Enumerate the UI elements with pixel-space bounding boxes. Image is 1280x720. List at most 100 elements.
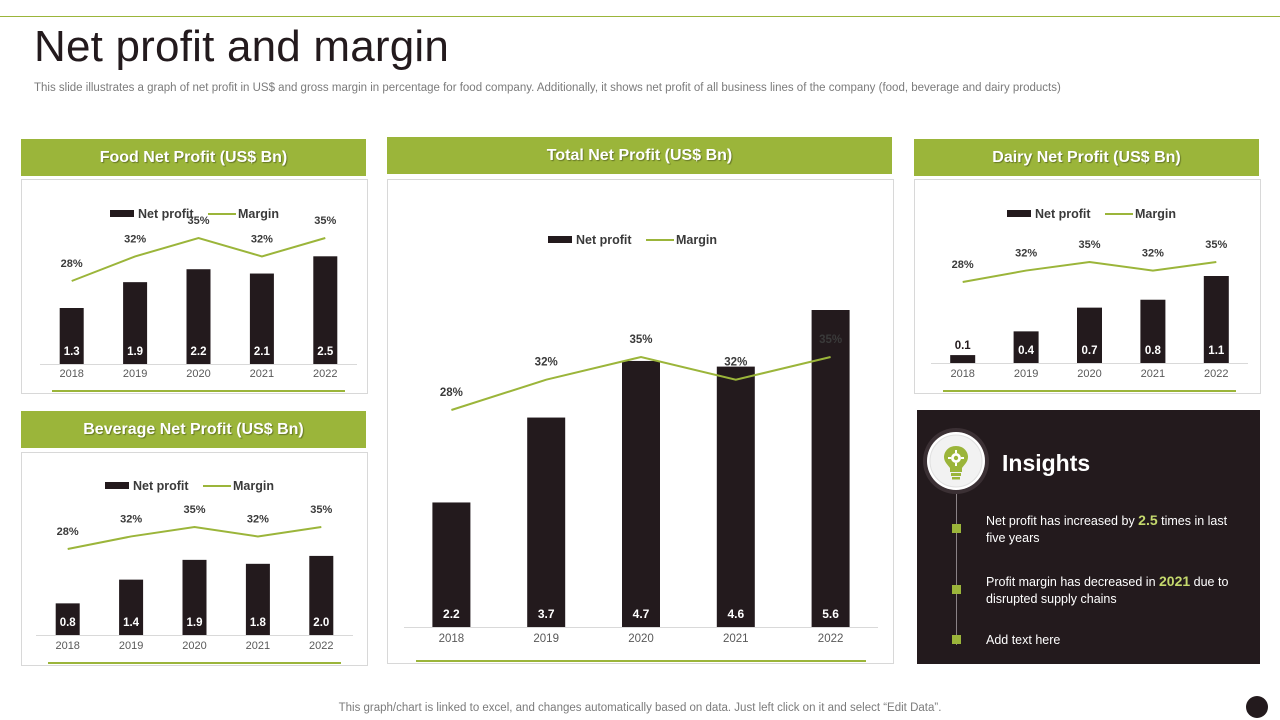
margin-label: 35%: [819, 334, 842, 346]
margin-label: 35%: [1205, 239, 1227, 251]
total-chart-panel[interactable]: Net profit Margin 2.2 2018 3.7 2019 4.7 2020 4.6…: [387, 179, 894, 664]
x-tick-label: 2021: [1141, 368, 1165, 380]
margin-label: 32%: [124, 233, 146, 245]
bar-value-label: 0.1: [955, 340, 972, 352]
insights-timeline: [956, 490, 957, 645]
bar-dairy-2022: [1203, 276, 1229, 363]
bar-value-label: 1.9: [187, 617, 203, 629]
bar-food-2022: [313, 256, 338, 364]
x-tick-label: 2019: [119, 640, 143, 652]
bar-total-2021: [716, 366, 755, 627]
bar-value-label: 1.8: [250, 617, 267, 629]
bar-value-label: 1.9: [127, 346, 143, 358]
bar-dairy-2020: [1077, 307, 1102, 363]
food-chart[interactable]: Net profit Margin 1.3 2018 1.9 2019 2.2 2020 2.1…: [22, 180, 367, 393]
bar-value-label: 0.8: [60, 617, 77, 629]
x-tick-label: 2019: [533, 633, 559, 645]
insight-2-text-end: due to disrupted supply chains: [986, 575, 1229, 606]
margin-label: 35%: [314, 215, 336, 227]
margin-label: 28%: [952, 259, 974, 271]
margin-label: 28%: [61, 258, 83, 270]
bar-value-label: 0.8: [1145, 345, 1162, 357]
margin-label: 32%: [724, 357, 747, 369]
page-subtitle: This slide illustrates a graph of net pr…: [34, 82, 1061, 94]
page-title: Net profit and margin: [34, 22, 450, 71]
insight-bullet: [952, 585, 961, 594]
margin-label: 32%: [535, 357, 558, 369]
margin-line-food: [71, 236, 326, 282]
x-tick-label: 2021: [246, 640, 270, 652]
x-tick-label: 2022: [313, 368, 337, 380]
beverage-chart-panel[interactable]: Net profit Margin 0.8 2018 1.4 2019 1.9 2020 1.8…: [21, 452, 368, 666]
bar-value-label: 2.5: [317, 346, 334, 358]
margin-label: 32%: [1015, 248, 1037, 260]
bar-value-label: 0.7: [1082, 345, 1098, 357]
beverage-chart[interactable]: Net profit Margin 0.8 2018 1.4 2019 1.9 2020 1.8…: [22, 453, 367, 665]
dairy-chart-header: Dairy Net Profit (US$ Bn): [914, 139, 1259, 176]
bar-total-2022: [811, 310, 850, 627]
margin-label: 35%: [629, 334, 652, 346]
x-tick-label: 2021: [250, 368, 274, 380]
bar-total-2018: [432, 502, 471, 627]
margin-label: 32%: [120, 513, 142, 525]
margin-label: 32%: [1142, 248, 1164, 260]
x-tick-label: 2020: [628, 633, 654, 645]
bar-food-2020: [186, 269, 211, 364]
bar-beverage-2021: [245, 563, 270, 635]
corner-dot: [1246, 696, 1268, 718]
legend-net-profit-swatch: [548, 236, 572, 243]
footer-note: This graph/chart is linked to excel, and…: [338, 702, 942, 714]
x-tick-label: 2022: [1204, 368, 1228, 380]
margin-label: 35%: [187, 215, 209, 227]
dairy-chart[interactable]: Net profit Margin 0.1 2018 0.4 2019 0.7 2020 0.8…: [915, 180, 1260, 393]
legend-net-profit-label: Net profit: [133, 479, 189, 493]
legend-net-profit-label: Net profit: [1035, 207, 1091, 221]
beverage-chart-header: Beverage Net Profit (US$ Bn): [21, 411, 366, 448]
x-tick-label: 2018: [950, 368, 974, 380]
legend-net-profit-label: Net profit: [576, 233, 632, 247]
insight-2-highlight: 2021: [1159, 573, 1191, 589]
legend-net-profit-swatch: [1007, 210, 1031, 217]
margin-label: 35%: [310, 504, 332, 516]
x-tick-label: 2020: [1077, 368, 1101, 380]
bar-beverage-2022: [309, 555, 334, 635]
bar-value-label: 1.4: [123, 617, 140, 629]
bar-value-label: 1.1: [1208, 345, 1225, 357]
x-tick-label: 2020: [186, 368, 210, 380]
legend-margin-label: Margin: [676, 233, 717, 247]
legend-margin-label: Margin: [238, 207, 279, 221]
bar-value-label: 0.4: [1018, 345, 1035, 357]
legend-margin-label: Margin: [1135, 207, 1176, 221]
margin-label: 28%: [57, 526, 79, 538]
x-tick-label: 2019: [1014, 368, 1038, 380]
insights-icon-circle: [927, 432, 985, 490]
insight-bullet: [952, 635, 961, 644]
total-chart-header: Total Net Profit (US$ Bn): [387, 137, 892, 174]
insights-title: Insights: [1002, 450, 1091, 476]
bar-value-label: 2.1: [254, 346, 271, 358]
insight-item-1: Net profit has increased by 2.5 times in…: [986, 512, 1236, 547]
legend-net-profit-label: Net profit: [138, 207, 194, 221]
food-chart-panel[interactable]: Net profit Margin 1.3 2018 1.9 2019 2.2 2020 2.1…: [21, 179, 368, 394]
insight-item-3[interactable]: Add text here: [986, 632, 1236, 649]
x-tick-label: 2019: [123, 368, 147, 380]
x-tick-label: 2022: [309, 640, 333, 652]
bar-total-2020: [622, 360, 660, 627]
insight-item-2: Profit margin has decreased in 2021 due …: [986, 573, 1236, 608]
insight-3-text[interactable]: Add text here: [986, 633, 1061, 647]
insight-1-text-end: times in last five years: [986, 514, 1228, 545]
insight-2-text: Profit margin has decreased in: [986, 575, 1160, 589]
bar-dairy-2018: [950, 355, 976, 363]
food-chart-header: Food Net Profit (US$ Bn): [21, 139, 366, 176]
x-tick-label: 2021: [723, 633, 749, 645]
margin-label: 32%: [251, 233, 273, 245]
legend-net-profit-swatch: [105, 482, 129, 489]
margin-line-beverage: [67, 525, 322, 550]
total-chart[interactable]: Net profit Margin 2.2 2018 3.7 2019 4.7 2020 4.6…: [388, 180, 893, 663]
bar-dairy-2021: [1140, 299, 1166, 363]
bar-value-label: 4.7: [633, 607, 650, 621]
bar-value-label: 3.7: [538, 607, 555, 621]
dairy-chart-panel[interactable]: Net profit Margin 0.1 2018 0.4 2019 0.7 2020 0.8…: [914, 179, 1261, 394]
margin-line-dairy: [962, 260, 1217, 283]
bar-value-label: 2.2: [443, 607, 460, 621]
